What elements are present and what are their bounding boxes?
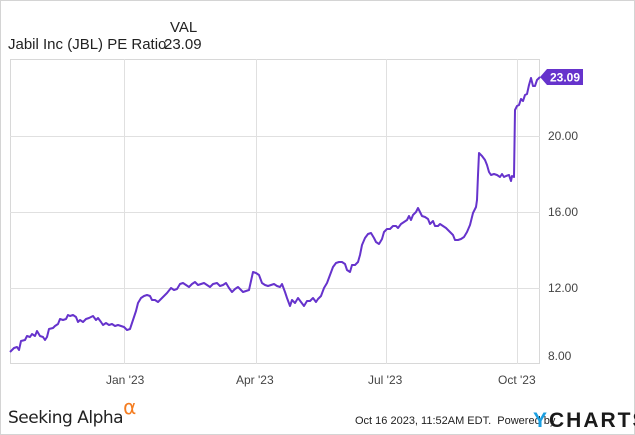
seeking-alpha-logo: Seeking Alphaα: [8, 395, 136, 428]
x-tick-jan: Jan '23: [106, 373, 145, 387]
value-column-label: VAL: [170, 19, 198, 36]
last-value-badge: 23.09: [540, 69, 583, 85]
x-tick-apr: Apr '23: [236, 373, 274, 387]
y-tick-16: 16.00: [548, 205, 578, 219]
pe-ratio-line: [9, 76, 541, 353]
y-axis-labels: 20.00 16.00 12.00 8.00: [548, 129, 578, 363]
ycharts-logo: YCHARTS: [533, 409, 635, 432]
x-tick-jul: Jul '23: [368, 373, 403, 387]
y-tick-8: 8.00: [548, 349, 572, 363]
alpha-icon: α: [123, 395, 136, 419]
x-axis-labels: Jan '23 Apr '23 Jul '23 Oct '23: [106, 373, 536, 387]
y-tick-20: 20.00: [548, 129, 578, 143]
x-tick-oct: Oct '23: [498, 373, 536, 387]
series-name: Jabil Inc (JBL) PE Ratio: [8, 36, 167, 53]
y-tick-12: 12.00: [548, 281, 578, 295]
badge-value: 23.09: [550, 71, 580, 85]
footer-timestamp: Oct 16 2023, 11:52AM EDT. Powered by: [355, 415, 556, 427]
current-value: 23.09: [164, 36, 202, 53]
grid: [10, 59, 540, 364]
